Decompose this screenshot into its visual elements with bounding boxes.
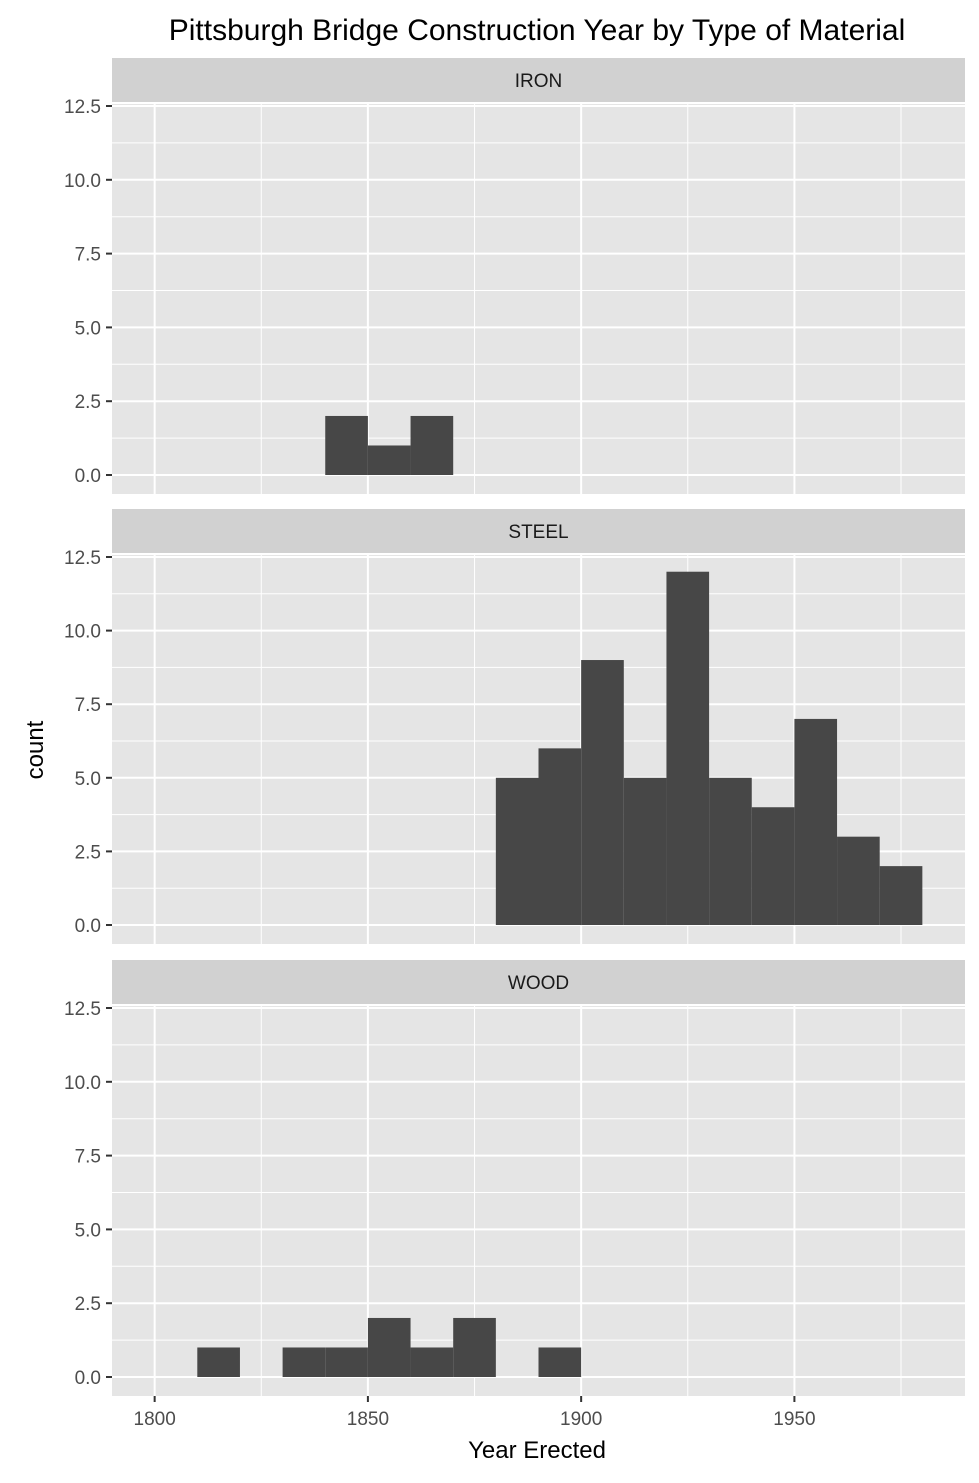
- facet-panels: IRON 0.0 2.5 5.0 7.5 10.0 12.5 STEEL 0.0 2.5 5.0 7.…: [64, 58, 965, 1396]
- histogram-bar: [837, 836, 880, 925]
- y-tick-label: 2.5: [75, 392, 101, 413]
- histogram-bar: [538, 748, 582, 925]
- y-axis-title: count: [22, 720, 49, 779]
- histogram-bar: [453, 1317, 496, 1377]
- histogram-bar: [879, 866, 923, 925]
- histogram-bar: [623, 777, 667, 925]
- facet-strip: [112, 509, 965, 553]
- y-tick-label: 10.0: [64, 1073, 101, 1094]
- x-tick-label: 1900: [560, 1409, 602, 1430]
- facet-steel: STEEL 0.0 2.5 5.0 7.5 10.0 12.5: [64, 509, 965, 944]
- x-tick-label: 1950: [773, 1409, 815, 1430]
- histogram-bar: [197, 1347, 240, 1377]
- y-tick-label: 12.5: [64, 97, 101, 118]
- facet-iron: IRON 0.0 2.5 5.0 7.5 10.0 12.5: [64, 58, 965, 494]
- histogram-bar: [581, 660, 624, 925]
- y-tick-label: 0.0: [75, 1368, 101, 1389]
- histogram-bar: [325, 415, 368, 475]
- facet-strip: [112, 960, 965, 1004]
- histogram-bar: [325, 1347, 368, 1377]
- y-tick-label: 5.0: [75, 769, 101, 790]
- y-tick-label: 12.5: [64, 548, 101, 569]
- histogram-bar: [282, 1347, 326, 1377]
- histogram-bar: [367, 445, 411, 475]
- y-tick-label: 2.5: [75, 1294, 101, 1315]
- histogram-bar: [794, 718, 838, 925]
- histogram-bar: [495, 777, 539, 925]
- y-tick-label: 7.5: [75, 245, 101, 266]
- y-tick-label: 10.0: [64, 171, 101, 192]
- x-tick-label: 1850: [347, 1409, 389, 1430]
- facet-strip-label: STEEL: [508, 522, 568, 543]
- histogram-bar: [751, 807, 795, 925]
- y-tick-label: 7.5: [75, 695, 101, 716]
- x-axis: 1800 1850 1900 1950: [134, 1396, 816, 1430]
- y-tick-label: 12.5: [64, 999, 101, 1020]
- histogram-bar: [367, 1317, 411, 1377]
- histogram-bar: [666, 571, 710, 925]
- histogram-bar: [709, 777, 752, 925]
- histogram-bar: [538, 1347, 582, 1377]
- y-tick-label: 10.0: [64, 622, 101, 643]
- x-tick-label: 1800: [134, 1409, 176, 1430]
- panel-background: [112, 104, 965, 494]
- facet-wood: WOOD 0.0 2.5 5.0 7.5 10.0 12.5: [64, 960, 965, 1396]
- y-tick-label: 7.5: [75, 1147, 101, 1168]
- facet-strip-label: IRON: [515, 71, 563, 92]
- histogram-bar: [410, 1347, 454, 1377]
- histogram-bar: [410, 415, 454, 475]
- y-tick-label: 5.0: [75, 1220, 101, 1241]
- y-tick-label: 5.0: [75, 318, 101, 339]
- y-tick-label: 2.5: [75, 842, 101, 863]
- facet-strip-label: WOOD: [508, 973, 569, 994]
- y-tick-label: 0.0: [75, 466, 101, 487]
- facet-strip: [112, 58, 965, 102]
- panel-background: [112, 1006, 965, 1396]
- chart-title: Pittsburgh Bridge Construction Year by T…: [169, 14, 906, 47]
- x-axis-title: Year Erected: [468, 1437, 606, 1464]
- y-tick-label: 0.0: [75, 916, 101, 937]
